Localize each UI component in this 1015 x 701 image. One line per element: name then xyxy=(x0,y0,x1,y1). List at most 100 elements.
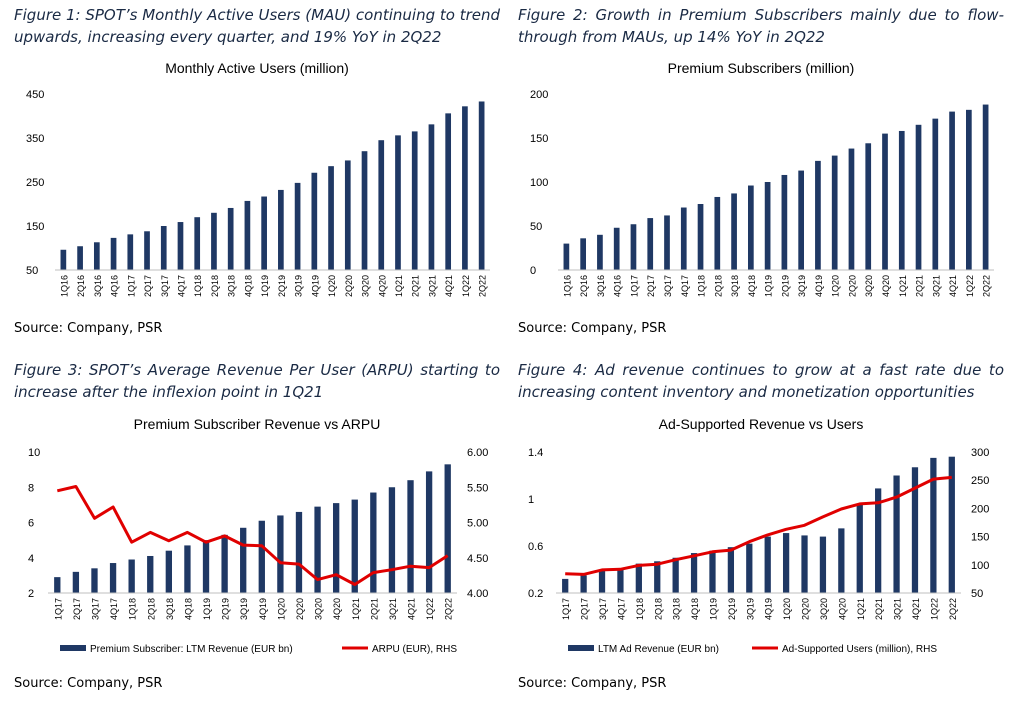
chart-2-x-tick-label: 4Q18 xyxy=(747,275,757,297)
chart-3-x-tick-label: 2Q18 xyxy=(146,598,156,620)
chart-3-x-tick-label: 4Q19 xyxy=(258,598,268,620)
chart-4-bar xyxy=(598,570,606,593)
chart-3-legend-bar-label: Premium Subscriber: LTM Revenue (EUR bn) xyxy=(90,644,293,655)
chart-1-bar xyxy=(77,246,83,270)
chart-2-bar xyxy=(798,170,805,270)
chart-3-bar xyxy=(370,492,377,593)
chart-2-x-tick-label: 1Q19 xyxy=(764,275,774,297)
chart-4-x-tick-label: 3Q17 xyxy=(598,598,608,620)
chart-1-x-tick-label: 1Q20 xyxy=(327,275,337,297)
chart-2-bar xyxy=(965,109,972,270)
chart-1-x-tick-label: 4Q19 xyxy=(310,275,320,297)
chart-1-x-tick-label: 3Q17 xyxy=(160,275,170,297)
chart-1-y-tick-label: 150 xyxy=(26,221,44,233)
chart-4-bar xyxy=(948,456,955,593)
chart-4-x-tick-label: 2Q21 xyxy=(874,598,884,620)
chart-3-x-tick-label: 3Q21 xyxy=(388,598,398,620)
chart-3-bar xyxy=(388,487,396,593)
chart-3-y2-tick-label: 4.50 xyxy=(467,553,488,565)
chart-1-x-tick-label: 4Q16 xyxy=(110,275,120,297)
chart-2-bar xyxy=(898,130,905,270)
chart-4-bar xyxy=(838,528,845,593)
chart-1-bar xyxy=(378,140,385,270)
chart-2-y-tick-label: 100 xyxy=(530,177,548,189)
chart-2-bar xyxy=(664,215,670,270)
chart-2-y-tick-label: 0 xyxy=(530,265,536,277)
chart-2-x-tick-label: 2Q16 xyxy=(579,275,589,297)
chart-3-x-tick-label: 3Q20 xyxy=(314,598,324,620)
chart-3-title: Premium Subscriber Revenue vs ARPU xyxy=(134,416,381,432)
chart-1-bar xyxy=(462,106,468,270)
chart-2-x-tick-label: 2Q18 xyxy=(713,275,723,297)
chart-3-x-tick-label: 4Q20 xyxy=(332,598,342,620)
chart-3-bar xyxy=(91,568,98,593)
chart-1-x-tick-label: 2Q21 xyxy=(411,275,421,297)
chart-4-x-tick-label: 2Q19 xyxy=(727,598,737,620)
chart-2-bar xyxy=(781,174,788,270)
chart-2-bar xyxy=(865,143,872,270)
figure-4-source: Source: Company, PSR xyxy=(518,676,667,691)
chart-2-x-tick-label: 3Q17 xyxy=(663,275,673,297)
chart-2-bar xyxy=(714,196,721,270)
chart-4-bar xyxy=(893,475,900,593)
chart-3-bar xyxy=(202,540,210,593)
chart-4-x-tick-label: 1Q22 xyxy=(929,598,939,620)
chart-4-x-tick-label: 3Q18 xyxy=(672,598,682,620)
chart-4-y2-tick-label: 150 xyxy=(971,532,989,544)
chart-2-x-tick-label: 3Q20 xyxy=(864,275,874,297)
chart-3-x-tick-label: 1Q18 xyxy=(128,598,138,620)
chart-1-bar xyxy=(144,231,150,270)
chart-3-bar xyxy=(295,511,303,593)
chart-1-x-tick-label: 3Q18 xyxy=(227,275,237,297)
chart-4-bar xyxy=(672,557,679,593)
chart-2-bar xyxy=(882,133,888,270)
chart-3-legend-bar-swatch xyxy=(60,645,86,651)
chart-4-bar xyxy=(856,503,863,593)
chart-3-y-tick-label: 10 xyxy=(28,447,40,459)
chart-2-x-tick-label: 1Q20 xyxy=(831,275,841,297)
chart-4-x-tick-label: 1Q20 xyxy=(782,598,792,620)
chart-2-x-tick-label: 2Q21 xyxy=(915,275,925,297)
chart-2-x-tick-label: 4Q19 xyxy=(814,275,824,297)
chart-3-bar xyxy=(444,464,451,593)
chart-3-bar xyxy=(425,471,433,593)
chart-1-bar xyxy=(395,135,401,270)
chart-4-legend-line-label: Ad-Supported Users (million), RHS xyxy=(782,644,937,655)
chart-1-bar xyxy=(311,172,318,270)
chart-2-bar xyxy=(747,185,754,270)
chart-4-bar xyxy=(875,488,882,593)
chart-4-x-tick-label: 3Q19 xyxy=(745,598,755,620)
chart-4-bar xyxy=(690,553,698,593)
chart-1-x-tick-label: 2Q22 xyxy=(478,275,488,297)
chart-4-y2-tick-label: 250 xyxy=(971,475,989,487)
chart-4-bar xyxy=(580,575,587,593)
chart-2-x-tick-label: 1Q17 xyxy=(629,275,639,297)
chart-3-bar xyxy=(54,577,61,593)
chart-1-x-tick-label: 2Q18 xyxy=(210,275,220,297)
chart-4-x-tick-label: 3Q21 xyxy=(893,598,903,620)
chart-1-x-tick-label: 4Q18 xyxy=(243,275,253,297)
chart-2-bar xyxy=(613,227,620,270)
chart-3-x-tick-label: 4Q18 xyxy=(183,598,193,620)
chart-4-bar xyxy=(746,543,753,593)
chart-3-bar xyxy=(128,559,135,593)
chart-2-x-tick-label: 1Q22 xyxy=(965,275,975,297)
chart-4-x-tick-label: 2Q20 xyxy=(801,598,811,620)
chart-3-bar xyxy=(72,571,80,593)
chart-2-bar xyxy=(680,207,687,270)
chart-4-bar xyxy=(819,536,827,593)
chart-3-bar xyxy=(184,545,191,593)
chart-4-y-tick-label: 0.6 xyxy=(528,541,543,553)
chart-2-bar xyxy=(831,155,838,270)
chart-4-line-series xyxy=(565,475,952,576)
chart-3-bar xyxy=(240,527,247,593)
chart-2-x-tick-label: 1Q18 xyxy=(697,275,707,297)
chart-2-y-tick-label: 150 xyxy=(530,133,548,145)
chart-4-y-tick-label: 0.2 xyxy=(528,588,543,600)
chart-4-bar xyxy=(782,533,790,593)
chart-1-title: Monthly Active Users (million) xyxy=(165,60,349,76)
chart-4-bar xyxy=(911,467,919,593)
figure-2-caption: Figure 2: Growth in Premium Subscribers … xyxy=(518,6,1004,46)
chart-3-x-tick-label: 4Q21 xyxy=(407,598,417,620)
chart-1-bar xyxy=(93,242,100,270)
